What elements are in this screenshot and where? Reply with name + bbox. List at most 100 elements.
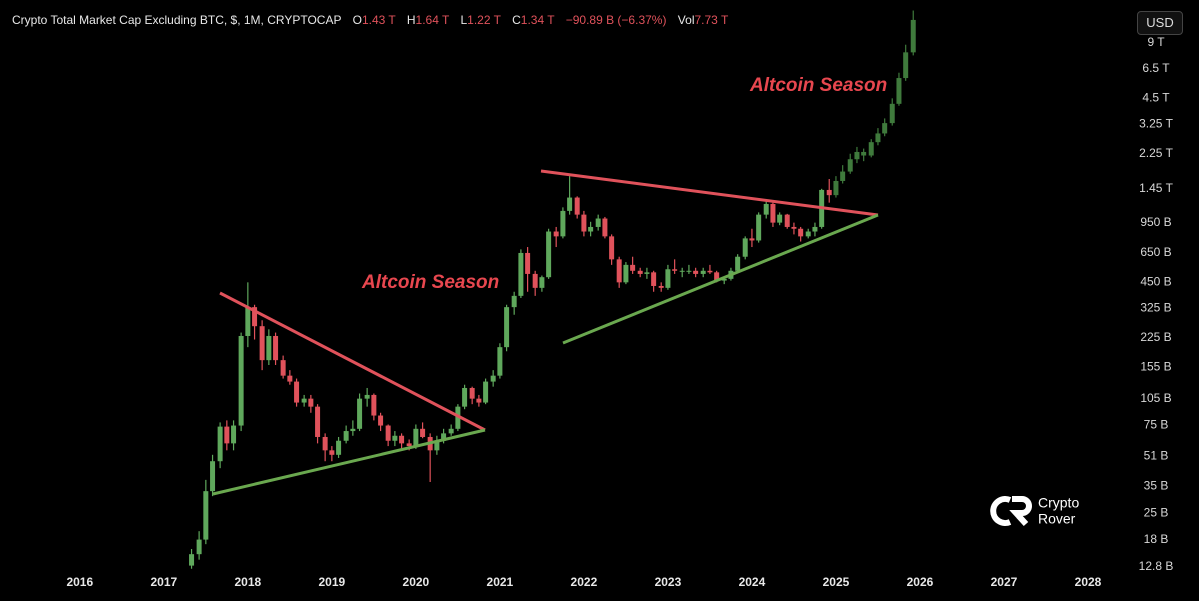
support-line	[562, 213, 879, 345]
candle-body	[791, 226, 797, 229]
logo-text: Rover	[1038, 511, 1076, 527]
candle-body	[441, 433, 447, 441]
y-tick-label: 105 B	[1140, 391, 1171, 405]
candle-body	[539, 277, 545, 288]
candle-body	[420, 428, 426, 437]
symbol-title: Crypto Total Market Cap Excluding BTC, $…	[12, 13, 342, 27]
candle-body	[623, 264, 629, 283]
x-tick-label: 2020	[403, 575, 430, 589]
candle-body	[770, 203, 776, 223]
candle-body	[616, 259, 622, 283]
y-tick-label: 6.5 T	[1142, 61, 1170, 75]
y-tick-label: 35 B	[1144, 479, 1169, 493]
logo-mark	[990, 496, 1012, 526]
x-tick-label: 2022	[571, 575, 598, 589]
x-tick-label: 2017	[150, 575, 177, 589]
trendlines	[212, 169, 879, 496]
y-tick-label: 75 B	[1144, 418, 1169, 432]
candle-body	[567, 197, 573, 211]
y-tick-label: 225 B	[1140, 330, 1171, 344]
candle-body	[280, 360, 286, 376]
y-tick-label: 18 B	[1144, 532, 1169, 546]
candle-body	[462, 387, 468, 407]
candle-body	[581, 214, 587, 232]
y-tick-label: 51 B	[1144, 449, 1169, 463]
candle-body	[476, 398, 482, 403]
x-tick-label: 2025	[823, 575, 850, 589]
candle-body	[714, 272, 720, 281]
logo-mark	[1009, 496, 1032, 527]
candle-body	[273, 335, 279, 361]
candle-body	[497, 347, 503, 376]
currency-button[interactable]: USD	[1137, 11, 1183, 35]
candle-body	[378, 415, 384, 426]
candle-body	[896, 78, 902, 104]
ohlc-value: 1.64 T	[415, 13, 450, 27]
candle-body	[238, 335, 244, 426]
candle-body	[553, 231, 559, 237]
candle-body	[854, 151, 860, 160]
candle-body	[707, 270, 713, 273]
candle-body	[637, 270, 643, 274]
support-line	[212, 428, 486, 496]
candle-body	[525, 252, 531, 274]
candle-body	[889, 103, 895, 124]
y-tick-label: 155 B	[1140, 360, 1171, 374]
candle-body	[868, 142, 874, 156]
candle-body	[224, 426, 230, 444]
logo-text: Crypto	[1038, 495, 1079, 511]
candle-body	[861, 151, 867, 156]
candle-body	[574, 197, 580, 215]
candle-body	[532, 273, 538, 288]
candle-body	[560, 210, 566, 237]
candle-body	[595, 218, 601, 227]
x-tick-label: 2016	[66, 575, 93, 589]
annotation: Altcoin Season	[749, 75, 887, 96]
candle-body	[259, 326, 265, 361]
candle-body	[385, 425, 391, 441]
y-tick-label: 12.8 B	[1139, 559, 1174, 573]
volume-label: Vol	[677, 13, 695, 27]
candle-body	[833, 180, 839, 196]
candle-body	[308, 398, 314, 407]
candle-body	[322, 436, 328, 451]
x-tick-label: 2023	[655, 575, 682, 589]
candle-body	[455, 406, 461, 429]
candle-body	[406, 443, 412, 447]
volume-value: 7.73 T	[694, 13, 729, 27]
x-tick-label: 2018	[234, 575, 261, 589]
candle-body	[693, 270, 699, 274]
candle-body	[329, 450, 335, 455]
candle-body	[875, 133, 881, 143]
candle-body	[252, 307, 258, 327]
candle-body	[294, 381, 300, 403]
x-tick-label: 2021	[487, 575, 514, 589]
candle-body	[210, 461, 216, 492]
candle-body	[315, 406, 321, 437]
candle-body	[357, 398, 363, 429]
ohlc-label: C	[512, 13, 521, 27]
candle-body	[546, 231, 552, 278]
candle-body	[434, 440, 440, 451]
y-tick-label: 450 B	[1140, 275, 1171, 289]
y-tick-label: 2.25 T	[1139, 146, 1173, 160]
candle-body	[518, 252, 524, 296]
y-tick-label: 4.5 T	[1142, 90, 1170, 104]
ohlc-label: H	[406, 13, 416, 27]
candle-body	[203, 491, 209, 540]
candle-body	[511, 295, 517, 308]
candle-body	[847, 159, 853, 172]
candle-body	[903, 52, 909, 79]
candle-body	[679, 270, 685, 272]
change: −90.89 B (−6.37%)	[565, 13, 667, 27]
y-tick-label: 25 B	[1144, 506, 1169, 520]
ohlc-value: 1.43 T	[361, 13, 396, 27]
candle-body	[602, 218, 608, 237]
candle-body	[672, 269, 678, 271]
candle-body	[651, 272, 657, 286]
candle-body	[686, 270, 692, 272]
candle-body	[609, 236, 615, 260]
candle-body	[784, 214, 790, 227]
x-tick-label: 2024	[739, 575, 766, 589]
